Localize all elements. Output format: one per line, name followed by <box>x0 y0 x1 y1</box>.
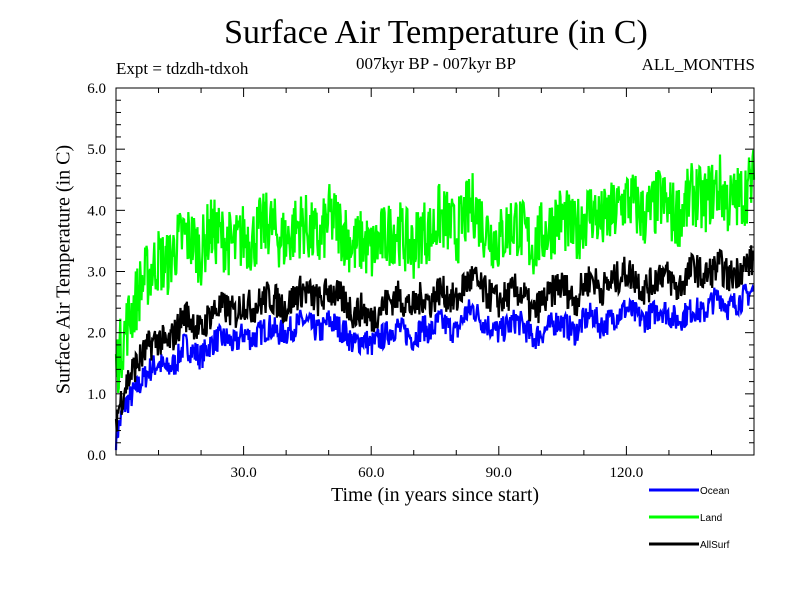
y-tick-label: 1.0 <box>87 387 106 403</box>
y-tick-label: 2.0 <box>87 326 106 342</box>
x-tick-label: 90.0 <box>486 465 512 481</box>
series-layer <box>114 149 756 451</box>
x-tick-label: 60.0 <box>358 465 384 481</box>
axes-layer: 0.0 1.0 2.0 3.0 4.0 5.0 6.0 30.0 60.0 90.0 120.0 <box>87 81 755 481</box>
chart-subtitle: 007kyr BP - 007kyr BP <box>356 54 516 73</box>
legend-label-allsurf: AllSurf <box>700 540 730 551</box>
legend-label-ocean: Ocean <box>700 486 729 497</box>
y-tick-label: 5.0 <box>87 142 106 158</box>
chart-title: Surface Air Temperature (in C) <box>224 14 648 51</box>
x-tick-label: 120.0 <box>610 465 644 481</box>
y-tick-label: 3.0 <box>87 265 106 281</box>
x-axis-label: Time (in years since start) <box>330 484 540 506</box>
legend-label-land: Land <box>700 513 722 524</box>
series-line-ocean <box>114 283 755 451</box>
series-line-land <box>114 149 756 394</box>
legend: Ocean Land AllSurf <box>649 486 730 551</box>
series-line-allsurf <box>114 245 755 432</box>
y-tick-label: 4.0 <box>87 203 106 219</box>
season-label: ALL_MONTHS <box>641 55 755 74</box>
y-tick-label: 0.0 <box>87 448 106 464</box>
experiment-label: Expt = tdzdh-tdxoh <box>116 59 249 78</box>
y-tick-label: 6.0 <box>87 81 106 97</box>
x-tick-label: 30.0 <box>230 465 256 481</box>
